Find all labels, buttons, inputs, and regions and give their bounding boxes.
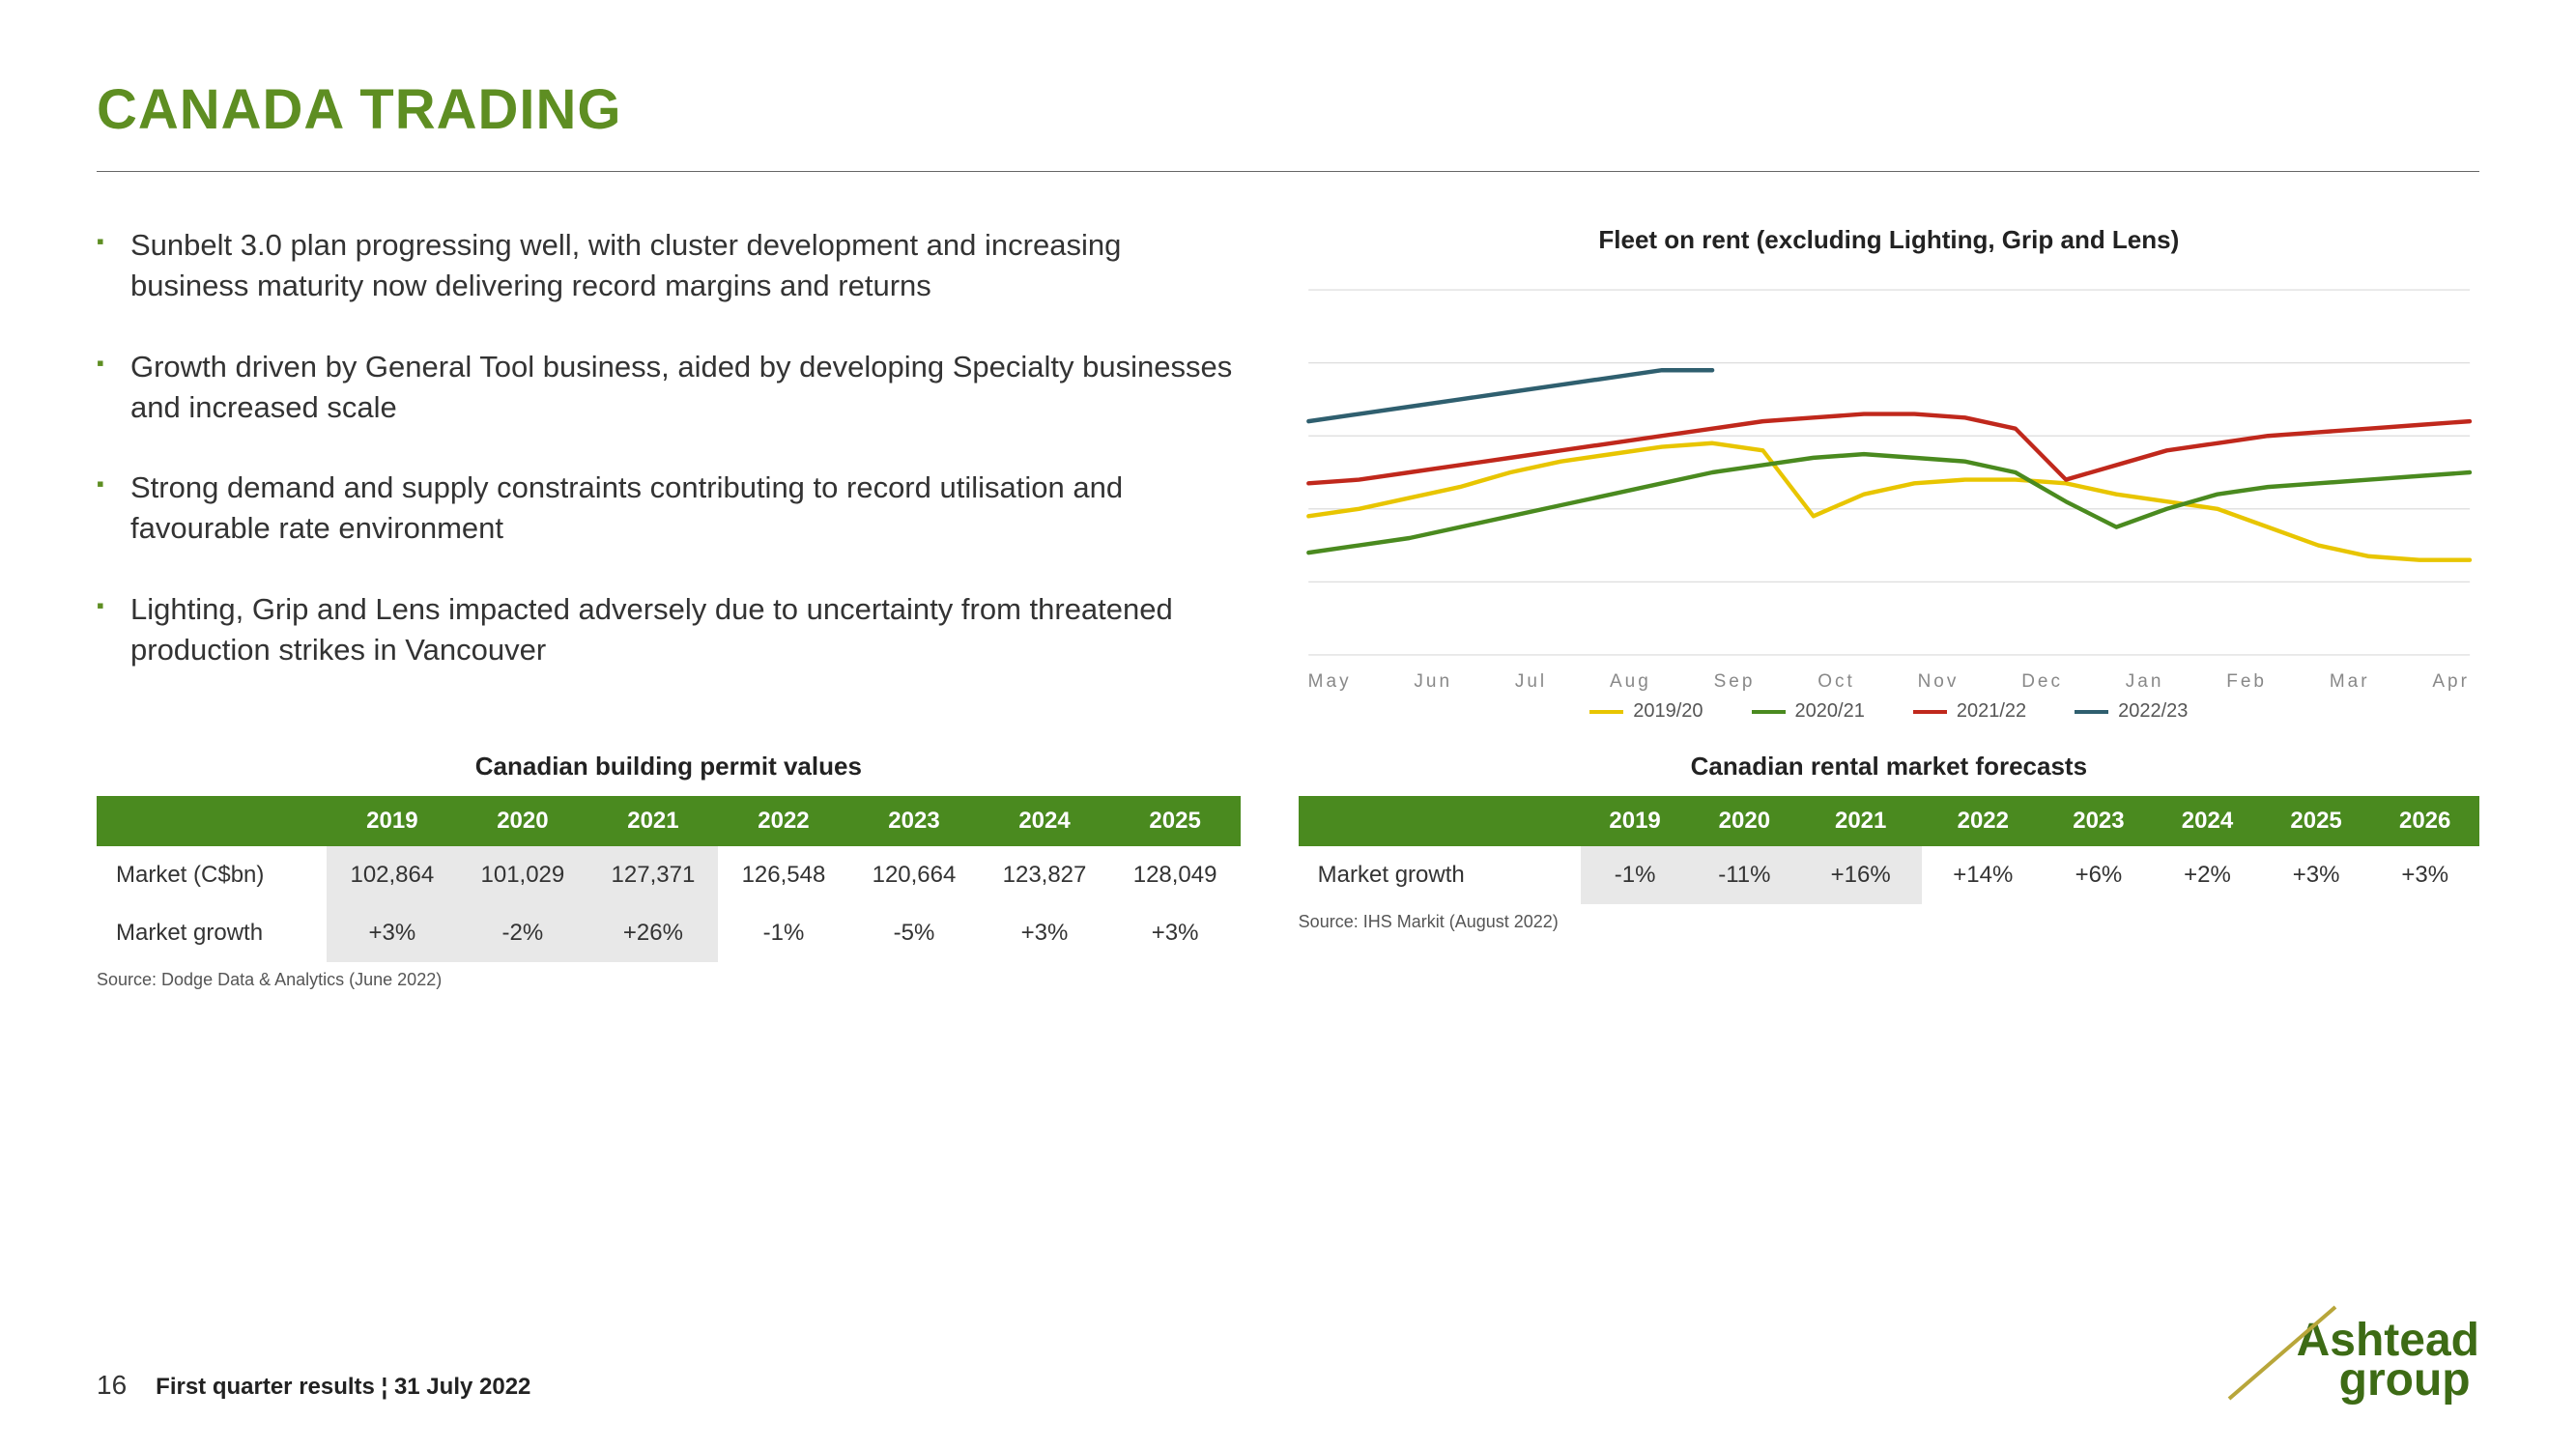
table2-source: Source: IHS Markit (August 2022) (1299, 912, 2479, 932)
x-axis-label: Jun (1414, 671, 1452, 693)
table-header-cell: 2022 (718, 796, 848, 846)
legend-swatch (1589, 710, 1623, 714)
slide-footer: 16 First quarter results ¦ 31 July 2022 … (97, 1321, 2479, 1401)
table-cell: 126,548 (718, 846, 848, 904)
legend-label: 2020/21 (1795, 700, 1865, 723)
table-cell: 128,049 (1110, 846, 1241, 904)
table-header-cell: 2024 (980, 796, 1110, 846)
x-axis-label: Oct (1818, 671, 1855, 693)
footer-text: First quarter results ¦ 31 July 2022 (156, 1374, 530, 1401)
legend-item: 2019/20 (1589, 700, 1703, 723)
bullet-item: Strong demand and supply constraints con… (97, 468, 1241, 549)
table-cell: 123,827 (980, 846, 1110, 904)
right-column: Fleet on rent (excluding Lighting, Grip … (1299, 225, 2479, 723)
table-rental-forecasts: Canadian rental market forecasts 2019202… (1299, 752, 2479, 990)
table-row: Market growth+3%-2%+26%-1%-5%+3%+3% (97, 904, 1241, 962)
x-axis-label: May (1308, 671, 1352, 693)
table1-source: Source: Dodge Data & Analytics (June 202… (97, 970, 1241, 990)
table1-title: Canadian building permit values (97, 752, 1241, 781)
table-header-cell: 2021 (1799, 796, 1922, 846)
legend-swatch (1752, 710, 1786, 714)
x-axis-label: Mar (2330, 671, 2370, 693)
table-cell: +14% (1922, 846, 2045, 904)
table-permit-values: Canadian building permit values 20192020… (97, 752, 1241, 990)
left-column: Sunbelt 3.0 plan progressing well, with … (97, 225, 1241, 723)
table-header-cell: 2019 (327, 796, 457, 846)
x-axis-label: Jul (1515, 671, 1547, 693)
table-cell: 102,864 (327, 846, 457, 904)
table-cell: +3% (327, 904, 457, 962)
table-cell: +2% (2153, 846, 2262, 904)
table-cell: +3% (2262, 846, 2371, 904)
table-header-cell: 2020 (457, 796, 587, 846)
table-header-cell: 2019 (1581, 796, 1690, 846)
ashtead-logo: Ashtead group (2248, 1321, 2479, 1401)
row-label: Market growth (1299, 846, 1581, 904)
table-header-cell: 2021 (587, 796, 718, 846)
table-cell: +16% (1799, 846, 1922, 904)
row-label: Market growth (97, 904, 327, 962)
table-cell: 120,664 (848, 846, 979, 904)
x-axis-label: Sep (1714, 671, 1756, 693)
legend-item: 2020/21 (1752, 700, 1865, 723)
x-axis-label: Jan (2126, 671, 2164, 693)
x-axis-label: Nov (1918, 671, 1960, 693)
page-number: 16 (97, 1370, 127, 1401)
table-cell: +3% (1110, 904, 1241, 962)
table2-title: Canadian rental market forecasts (1299, 752, 2479, 781)
table-row: Market growth-1%-11%+16%+14%+6%+2%+3%+3% (1299, 846, 2479, 904)
bullet-list: Sunbelt 3.0 plan progressing well, with … (97, 225, 1241, 670)
legend-label: 2021/22 (1957, 700, 2026, 723)
table-header-cell: 2023 (848, 796, 979, 846)
table-header-cell: 2025 (1110, 796, 1241, 846)
content-area: Sunbelt 3.0 plan progressing well, with … (97, 225, 2479, 723)
table-cell: +3% (980, 904, 1110, 962)
table-cell: +6% (2045, 846, 2154, 904)
table-cell: +26% (587, 904, 718, 962)
table-row: Market (C$bn)102,864101,029127,371126,54… (97, 846, 1241, 904)
bullet-item: Lighting, Grip and Lens impacted adverse… (97, 589, 1241, 670)
table-header-cell: 2023 (2045, 796, 2154, 846)
table-cell: -5% (848, 904, 979, 962)
table-header-cell: 2022 (1922, 796, 2045, 846)
bullet-item: Sunbelt 3.0 plan progressing well, with … (97, 225, 1241, 306)
table-cell: -2% (457, 904, 587, 962)
legend-swatch (1913, 710, 1947, 714)
chart-x-axis: May Jun Jul Aug Sep Oct Nov Dec Jan Feb Mar Apr (1299, 671, 2479, 693)
logo-slash-icon (2219, 1302, 2355, 1408)
legend-item: 2022/23 (2075, 700, 2188, 723)
bullet-item: Growth driven by General Tool business, … (97, 347, 1241, 428)
chart-title: Fleet on rent (excluding Lighting, Grip … (1299, 225, 2479, 255)
chart-legend: 2019/20 2020/21 2021/22 2022/23 (1299, 700, 2479, 723)
table-cell: -1% (1581, 846, 1690, 904)
table-cell: -11% (1689, 846, 1799, 904)
x-axis-label: Aug (1610, 671, 1651, 693)
table-cell: 101,029 (457, 846, 587, 904)
x-axis-label: Feb (2226, 671, 2267, 693)
table-header-cell: 2025 (2262, 796, 2371, 846)
title-divider (97, 171, 2479, 172)
x-axis-label: Apr (2432, 671, 2470, 693)
table-cell: +3% (2370, 846, 2479, 904)
legend-swatch (2075, 710, 2108, 714)
table-header-cell: 2026 (2370, 796, 2479, 846)
table-header-cell: 2020 (1689, 796, 1799, 846)
tables-row: Canadian building permit values 20192020… (97, 752, 2479, 990)
table-cell: -1% (718, 904, 848, 962)
slide-title: CANADA TRADING (97, 77, 2479, 142)
x-axis-label: Dec (2021, 671, 2063, 693)
table-header-cell: 2024 (2153, 796, 2262, 846)
legend-label: 2019/20 (1633, 700, 1703, 723)
legend-label: 2022/23 (2118, 700, 2188, 723)
table-cell: 127,371 (587, 846, 718, 904)
legend-item: 2021/22 (1913, 700, 2026, 723)
fleet-chart (1299, 279, 2479, 666)
row-label: Market (C$bn) (97, 846, 327, 904)
